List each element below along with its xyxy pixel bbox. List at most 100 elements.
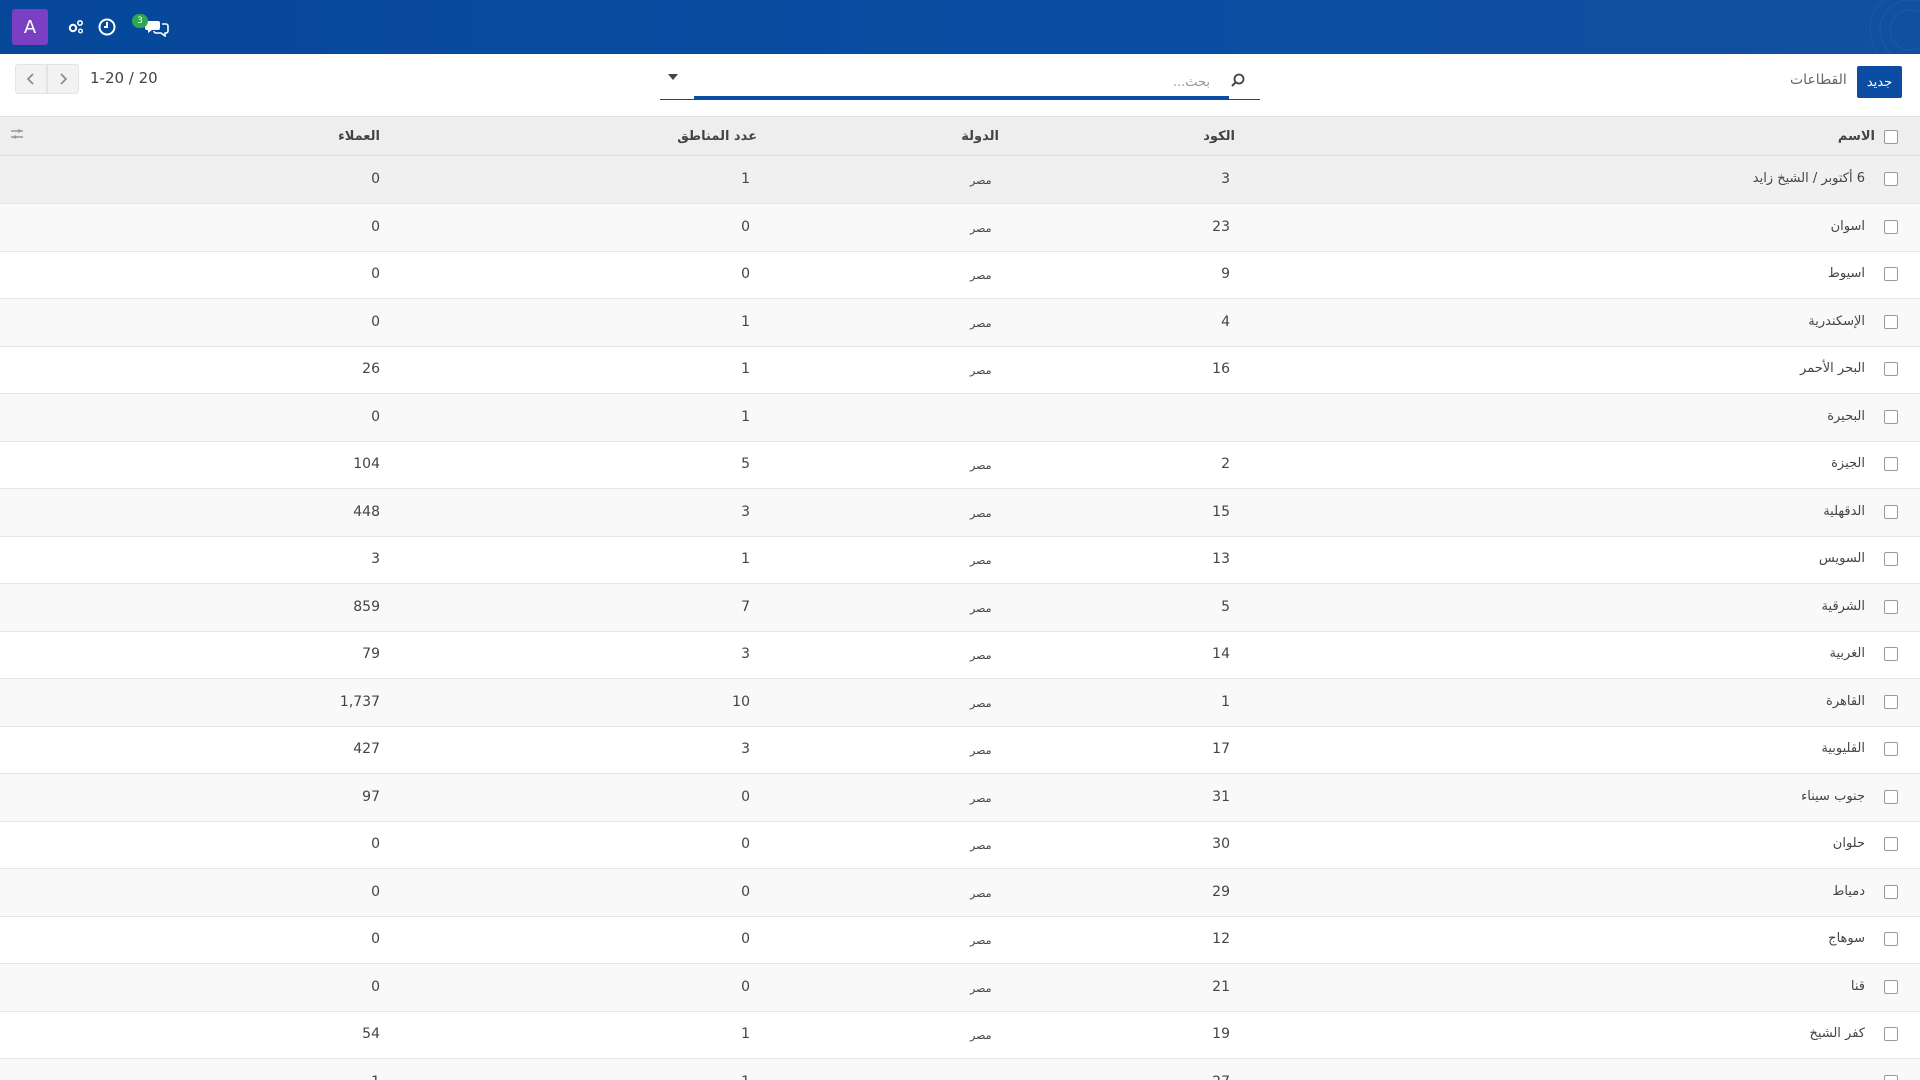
table-row[interactable]: القليوبية 17 مصر 3 427 bbox=[0, 726, 1920, 774]
select-all-checkbox[interactable] bbox=[1884, 130, 1898, 144]
column-header-customers[interactable]: العملاء bbox=[338, 129, 380, 144]
table-row[interactable]: 27 1 1 bbox=[0, 1058, 1920, 1080]
table-row[interactable]: اسيوط 9 مصر 0 0 bbox=[0, 251, 1920, 299]
table-row[interactable]: الشرقية 5 مصر 7 859 bbox=[0, 583, 1920, 632]
row-checkbox[interactable] bbox=[1884, 647, 1898, 661]
row-checkbox[interactable] bbox=[1884, 172, 1898, 186]
table-row[interactable]: جنوب سيناء 31 مصر 0 97 bbox=[0, 773, 1920, 822]
optional-columns-icon[interactable] bbox=[10, 127, 24, 141]
column-header-regions[interactable]: عدد المناطق bbox=[677, 129, 757, 144]
pager-value[interactable]: 1-20 / 20 bbox=[90, 69, 158, 87]
row-checkbox[interactable] bbox=[1884, 742, 1898, 756]
cell-name: الغربية bbox=[1829, 646, 1865, 661]
row-checkbox[interactable] bbox=[1884, 1027, 1898, 1041]
chat-icon[interactable] bbox=[145, 17, 169, 37]
cell-customers: 0 bbox=[371, 836, 380, 852]
cell-country: مصر bbox=[970, 221, 992, 235]
list-table: العملاء عدد المناطق الدولة الكود الاسم 6… bbox=[0, 117, 1920, 1080]
cell-regions: 3 bbox=[741, 646, 750, 662]
column-header-country[interactable]: الدولة bbox=[961, 129, 999, 144]
cell-code: 12 bbox=[1212, 931, 1230, 947]
table-row[interactable]: قنا 21 مصر 0 0 bbox=[0, 963, 1920, 1012]
pager-previous-button[interactable] bbox=[15, 64, 47, 94]
table-row[interactable]: اسوان 23 مصر 0 0 bbox=[0, 203, 1920, 252]
cell-name: سوهاج bbox=[1828, 931, 1865, 946]
row-checkbox[interactable] bbox=[1884, 932, 1898, 946]
table-row[interactable]: القاهرة 1 مصر 10 1,737 bbox=[0, 678, 1920, 727]
activity-clock-icon[interactable] bbox=[97, 17, 117, 37]
cell-name: دمياط bbox=[1832, 883, 1865, 899]
cell-code: 13 bbox=[1212, 551, 1230, 567]
cell-regions: 0 bbox=[741, 978, 750, 995]
table-row[interactable]: البحيرة 1 0 bbox=[0, 393, 1920, 442]
cell-regions: 1 bbox=[741, 1026, 750, 1042]
cell-country: مصر bbox=[970, 601, 992, 615]
search-box bbox=[660, 66, 1260, 100]
row-checkbox[interactable] bbox=[1884, 362, 1898, 376]
cell-code: 14 bbox=[1212, 646, 1230, 662]
cell-name: الإسكندرية bbox=[1808, 313, 1865, 329]
table-row[interactable]: دمياط 29 مصر 0 0 bbox=[0, 868, 1920, 917]
cell-country: مصر bbox=[970, 649, 992, 662]
cell-code: 9 bbox=[1221, 266, 1230, 282]
table-row[interactable]: الجيزة 2 مصر 5 104 bbox=[0, 441, 1920, 489]
cell-name: 6 أكتوبر / الشيخ زايد bbox=[1752, 171, 1865, 186]
avatar[interactable]: A bbox=[12, 9, 48, 45]
row-checkbox[interactable] bbox=[1884, 837, 1898, 851]
table-row[interactable]: السويس 13 مصر 1 3 bbox=[0, 536, 1920, 584]
search-input[interactable] bbox=[700, 71, 1210, 93]
cell-customers: 54 bbox=[362, 1026, 380, 1042]
cell-country: مصر bbox=[970, 174, 992, 187]
cell-regions: 0 bbox=[741, 788, 750, 805]
cell-code: 4 bbox=[1221, 313, 1230, 330]
row-checkbox[interactable] bbox=[1884, 789, 1898, 804]
table-row[interactable]: 6 أكتوبر / الشيخ زايد 3 مصر 1 0 bbox=[0, 156, 1920, 204]
row-checkbox[interactable] bbox=[1884, 884, 1898, 899]
cell-name: الجيزة bbox=[1831, 456, 1865, 471]
cell-customers: 97 bbox=[362, 788, 380, 805]
settings-icon[interactable] bbox=[66, 17, 86, 37]
new-button[interactable]: جديد bbox=[1857, 66, 1902, 98]
table-row[interactable]: الإسكندرية 4 مصر 1 0 bbox=[0, 298, 1920, 347]
table-row[interactable]: الدقهلية 15 مصر 3 448 bbox=[0, 488, 1920, 537]
row-checkbox[interactable] bbox=[1884, 219, 1898, 234]
column-header-name[interactable]: الاسم bbox=[1837, 129, 1875, 144]
cell-code: 15 bbox=[1212, 503, 1230, 520]
cell-name: البحيرة bbox=[1827, 408, 1865, 424]
row-checkbox[interactable] bbox=[1884, 504, 1898, 519]
table-row[interactable]: الغربية 14 مصر 3 79 bbox=[0, 631, 1920, 679]
row-checkbox[interactable] bbox=[1884, 599, 1898, 614]
table-row[interactable]: حلوان 30 مصر 0 0 bbox=[0, 821, 1920, 869]
cell-regions: 0 bbox=[741, 883, 750, 900]
cell-country: مصر bbox=[970, 744, 992, 757]
table-row[interactable]: كفر الشيخ 19 مصر 1 54 bbox=[0, 1011, 1920, 1059]
row-checkbox[interactable] bbox=[1884, 979, 1898, 994]
row-checkbox[interactable] bbox=[1884, 457, 1898, 471]
cell-regions: 3 bbox=[741, 741, 750, 757]
cell-customers: 79 bbox=[362, 646, 380, 662]
cell-code: 17 bbox=[1212, 741, 1230, 757]
row-checkbox[interactable] bbox=[1884, 552, 1898, 566]
row-checkbox[interactable] bbox=[1884, 694, 1898, 709]
row-checkbox[interactable] bbox=[1884, 267, 1898, 281]
cell-code: 2 bbox=[1221, 456, 1230, 472]
cell-customers: 0 bbox=[371, 313, 380, 330]
row-checkbox[interactable] bbox=[1884, 1074, 1898, 1080]
row-checkbox[interactable] bbox=[1884, 409, 1898, 424]
cell-name: الدقهلية bbox=[1823, 503, 1865, 519]
cell-code: 30 bbox=[1212, 836, 1230, 852]
column-header-code[interactable]: الكود bbox=[1203, 129, 1235, 144]
search-icon[interactable] bbox=[1230, 72, 1246, 88]
table-row[interactable]: سوهاج 12 مصر 0 0 bbox=[0, 916, 1920, 964]
cell-customers: 3 bbox=[371, 551, 380, 567]
table-row[interactable]: البحر الأحمر 16 مصر 1 26 bbox=[0, 346, 1920, 394]
chevron-left-icon bbox=[26, 73, 34, 85]
pager-next-button[interactable] bbox=[47, 64, 79, 94]
cell-regions: 0 bbox=[741, 836, 750, 852]
row-checkbox[interactable] bbox=[1884, 314, 1898, 329]
cell-regions: 10 bbox=[732, 693, 750, 710]
cell-name: السويس bbox=[1818, 551, 1865, 566]
cell-code: 5 bbox=[1221, 598, 1230, 615]
cell-code: 31 bbox=[1212, 788, 1230, 805]
search-options-caret-icon[interactable] bbox=[668, 74, 678, 80]
